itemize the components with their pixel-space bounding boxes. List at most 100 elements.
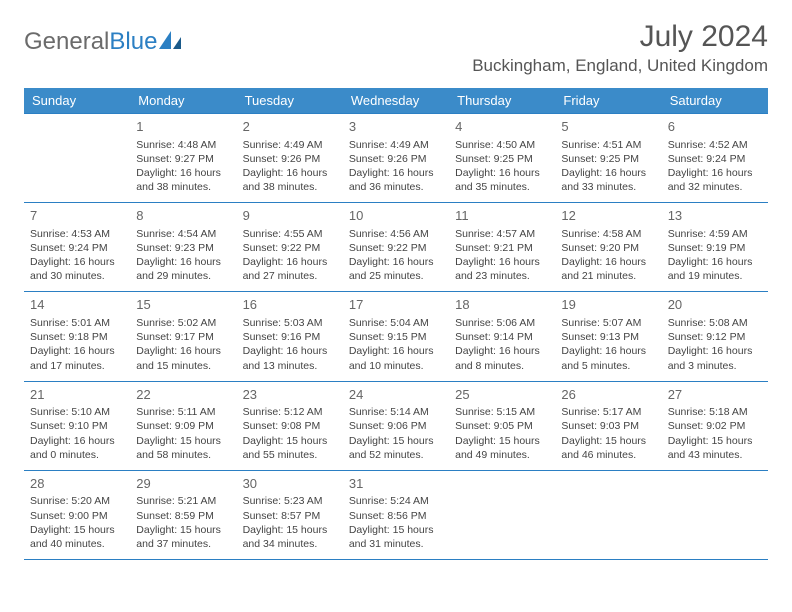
daylight-line: Daylight: 16 hours and 38 minutes. xyxy=(243,166,337,194)
day-number: 14 xyxy=(30,296,124,314)
day-number: 22 xyxy=(136,386,230,404)
sunrise-line: Sunrise: 5:14 AM xyxy=(349,405,443,419)
sunset-line: Sunset: 9:05 PM xyxy=(455,419,549,433)
sunset-line: Sunset: 9:02 PM xyxy=(668,419,762,433)
calendar-header: SundayMondayTuesdayWednesdayThursdayFrid… xyxy=(24,88,768,114)
sunset-line: Sunset: 9:22 PM xyxy=(243,241,337,255)
sunset-line: Sunset: 9:18 PM xyxy=(30,330,124,344)
calendar-cell: 2Sunrise: 4:49 AMSunset: 9:26 PMDaylight… xyxy=(237,114,343,203)
calendar-cell xyxy=(555,470,661,559)
daylight-line: Daylight: 15 hours and 43 minutes. xyxy=(668,434,762,462)
calendar-cell: 5Sunrise: 4:51 AMSunset: 9:25 PMDaylight… xyxy=(555,114,661,203)
day-number: 25 xyxy=(455,386,549,404)
day-number: 29 xyxy=(136,475,230,493)
day-number: 1 xyxy=(136,118,230,136)
sunset-line: Sunset: 9:14 PM xyxy=(455,330,549,344)
calendar-cell: 26Sunrise: 5:17 AMSunset: 9:03 PMDayligh… xyxy=(555,381,661,470)
calendar-cell: 16Sunrise: 5:03 AMSunset: 9:16 PMDayligh… xyxy=(237,292,343,381)
sunset-line: Sunset: 9:17 PM xyxy=(136,330,230,344)
sunrise-line: Sunrise: 4:55 AM xyxy=(243,227,337,241)
sunset-line: Sunset: 9:19 PM xyxy=(668,241,762,255)
sunrise-line: Sunrise: 5:04 AM xyxy=(349,316,443,330)
calendar-table: SundayMondayTuesdayWednesdayThursdayFrid… xyxy=(24,88,768,560)
day-number: 28 xyxy=(30,475,124,493)
calendar-cell: 4Sunrise: 4:50 AMSunset: 9:25 PMDaylight… xyxy=(449,114,555,203)
day-number: 31 xyxy=(349,475,443,493)
daylight-line: Daylight: 15 hours and 46 minutes. xyxy=(561,434,655,462)
sunset-line: Sunset: 9:24 PM xyxy=(30,241,124,255)
sunrise-line: Sunrise: 5:21 AM xyxy=(136,494,230,508)
calendar-body: 1Sunrise: 4:48 AMSunset: 9:27 PMDaylight… xyxy=(24,114,768,560)
calendar-cell: 23Sunrise: 5:12 AMSunset: 9:08 PMDayligh… xyxy=(237,381,343,470)
calendar-cell: 15Sunrise: 5:02 AMSunset: 9:17 PMDayligh… xyxy=(130,292,236,381)
day-number: 9 xyxy=(243,207,337,225)
calendar-cell: 13Sunrise: 4:59 AMSunset: 9:19 PMDayligh… xyxy=(662,203,768,292)
daylight-line: Daylight: 15 hours and 37 minutes. xyxy=(136,523,230,551)
sunrise-line: Sunrise: 4:49 AM xyxy=(349,138,443,152)
day-number: 26 xyxy=(561,386,655,404)
day-number: 8 xyxy=(136,207,230,225)
daylight-line: Daylight: 16 hours and 25 minutes. xyxy=(349,255,443,283)
daylight-line: Daylight: 15 hours and 31 minutes. xyxy=(349,523,443,551)
daylight-line: Daylight: 16 hours and 27 minutes. xyxy=(243,255,337,283)
sunset-line: Sunset: 8:57 PM xyxy=(243,509,337,523)
calendar-cell: 7Sunrise: 4:53 AMSunset: 9:24 PMDaylight… xyxy=(24,203,130,292)
calendar-cell xyxy=(662,470,768,559)
sunrise-line: Sunrise: 4:52 AM xyxy=(668,138,762,152)
logo: GeneralBlue xyxy=(24,20,183,56)
daylight-line: Daylight: 16 hours and 30 minutes. xyxy=(30,255,124,283)
sunrise-line: Sunrise: 5:12 AM xyxy=(243,405,337,419)
calendar-cell: 17Sunrise: 5:04 AMSunset: 9:15 PMDayligh… xyxy=(343,292,449,381)
calendar-cell: 1Sunrise: 4:48 AMSunset: 9:27 PMDaylight… xyxy=(130,114,236,203)
sunrise-line: Sunrise: 4:57 AM xyxy=(455,227,549,241)
calendar-row: 1Sunrise: 4:48 AMSunset: 9:27 PMDaylight… xyxy=(24,114,768,203)
sunset-line: Sunset: 9:00 PM xyxy=(30,509,124,523)
sunset-line: Sunset: 9:03 PM xyxy=(561,419,655,433)
sunset-line: Sunset: 9:23 PM xyxy=(136,241,230,255)
sunset-line: Sunset: 9:13 PM xyxy=(561,330,655,344)
sunset-line: Sunset: 9:27 PM xyxy=(136,152,230,166)
sunrise-line: Sunrise: 4:49 AM xyxy=(243,138,337,152)
day-number: 5 xyxy=(561,118,655,136)
daylight-line: Daylight: 16 hours and 17 minutes. xyxy=(30,344,124,372)
title-block: July 2024 Buckingham, England, United Ki… xyxy=(472,20,768,76)
daylight-line: Daylight: 15 hours and 58 minutes. xyxy=(136,434,230,462)
daylight-line: Daylight: 16 hours and 35 minutes. xyxy=(455,166,549,194)
weekday-header: Thursday xyxy=(449,88,555,114)
day-number: 10 xyxy=(349,207,443,225)
daylight-line: Daylight: 16 hours and 5 minutes. xyxy=(561,344,655,372)
weekday-header: Wednesday xyxy=(343,88,449,114)
calendar-row: 28Sunrise: 5:20 AMSunset: 9:00 PMDayligh… xyxy=(24,470,768,559)
calendar-cell: 10Sunrise: 4:56 AMSunset: 9:22 PMDayligh… xyxy=(343,203,449,292)
sunrise-line: Sunrise: 5:23 AM xyxy=(243,494,337,508)
calendar-cell: 28Sunrise: 5:20 AMSunset: 9:00 PMDayligh… xyxy=(24,470,130,559)
sunrise-line: Sunrise: 5:24 AM xyxy=(349,494,443,508)
sunrise-line: Sunrise: 4:51 AM xyxy=(561,138,655,152)
sunset-line: Sunset: 8:59 PM xyxy=(136,509,230,523)
calendar-cell: 9 Sunrise: 4:55 AMSunset: 9:22 PMDaylight… xyxy=(237,203,343,292)
calendar-cell: 11Sunrise: 4:57 AMSunset: 9:21 PMDayligh… xyxy=(449,203,555,292)
sunset-line: Sunset: 9:25 PM xyxy=(455,152,549,166)
sunrise-line: Sunrise: 4:56 AM xyxy=(349,227,443,241)
day-number: 23 xyxy=(243,386,337,404)
calendar-cell xyxy=(449,470,555,559)
logo-text-blue: Blue xyxy=(109,28,157,55)
sunset-line: Sunset: 8:56 PM xyxy=(349,509,443,523)
header: GeneralBlue July 2024 Buckingham, Englan… xyxy=(24,20,768,76)
calendar-cell: 18Sunrise: 5:06 AMSunset: 9:14 PMDayligh… xyxy=(449,292,555,381)
sunset-line: Sunset: 9:26 PM xyxy=(349,152,443,166)
sunset-line: Sunset: 9:06 PM xyxy=(349,419,443,433)
daylight-line: Daylight: 16 hours and 19 minutes. xyxy=(668,255,762,283)
sunrise-line: Sunrise: 5:15 AM xyxy=(455,405,549,419)
calendar-cell: 8Sunrise: 4:54 AMSunset: 9:23 PMDaylight… xyxy=(130,203,236,292)
day-number: 24 xyxy=(349,386,443,404)
weekday-header: Friday xyxy=(555,88,661,114)
sunset-line: Sunset: 9:16 PM xyxy=(243,330,337,344)
calendar-cell: 19Sunrise: 5:07 AMSunset: 9:13 PMDayligh… xyxy=(555,292,661,381)
weekday-header: Tuesday xyxy=(237,88,343,114)
sunset-line: Sunset: 9:21 PM xyxy=(455,241,549,255)
sunset-line: Sunset: 9:12 PM xyxy=(668,330,762,344)
logo-text-general: General xyxy=(24,28,109,55)
sunrise-line: Sunrise: 4:59 AM xyxy=(668,227,762,241)
day-number: 6 xyxy=(668,118,762,136)
